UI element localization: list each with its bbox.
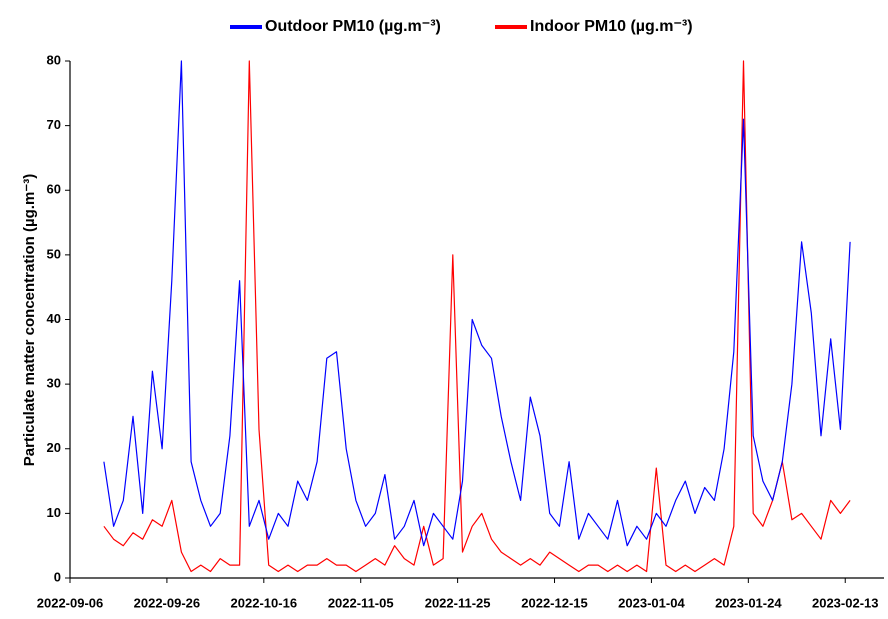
- y-axis-label: Particulate matter concentration (µg.m⁻³…: [21, 174, 38, 466]
- x-tick-label: 2022-11-25: [425, 595, 491, 610]
- y-tick-label: 80: [47, 52, 61, 67]
- x-tick-label: 2022-09-26: [134, 595, 201, 610]
- x-tick-label: 2023-01-04: [618, 595, 685, 610]
- x-tick-label: 2022-11-05: [328, 595, 394, 610]
- y-tick-label: 70: [47, 117, 61, 132]
- y-tick-label: 50: [47, 246, 61, 261]
- x-tick-label: 2023-01-24: [715, 595, 782, 610]
- data-line: [103, 60, 851, 547]
- x-tick-label: 2023-02-13: [812, 595, 879, 610]
- legend-label: Outdoor PM10 (µg.m⁻³): [265, 18, 441, 35]
- y-tick-label: 20: [47, 440, 61, 455]
- y-tick-label: 0: [54, 569, 61, 584]
- x-tick-label: 2022-09-06: [37, 595, 104, 610]
- x-tick-label: 2022-12-15: [521, 595, 588, 610]
- legend-label: Indoor PM10 (µg.m⁻³): [530, 18, 693, 35]
- x-tick-label: 2022-10-16: [231, 595, 298, 610]
- y-tick-label: 60: [47, 182, 61, 197]
- y-tick-label: 40: [47, 311, 61, 326]
- y-tick-label: 10: [47, 505, 61, 520]
- data-line: [103, 60, 851, 573]
- y-tick-label: 30: [47, 376, 61, 391]
